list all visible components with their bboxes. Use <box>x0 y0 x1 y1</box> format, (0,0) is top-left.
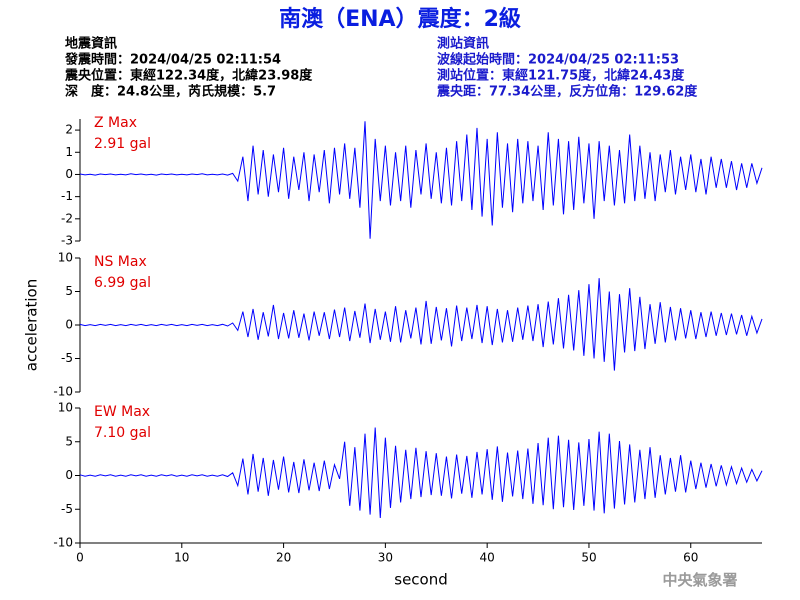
y-tick-label: -3 <box>61 234 73 248</box>
max-annotation: NS Max <box>94 254 147 270</box>
info-left: 深 度：24.8公里，芮氏規模：5.7 <box>65 84 276 100</box>
y-axis-label: acceleration <box>23 279 41 371</box>
y-tick-label: 1 <box>65 145 73 159</box>
waveform <box>79 427 763 519</box>
info-left: 發震時間：2024/04/25 02:11:54 <box>64 52 281 68</box>
info-right: 波線起始時間：2024/04/25 02:11:53 <box>437 52 679 68</box>
y-tick-label: 10 <box>58 401 73 415</box>
y-tick-label: 2 <box>65 123 73 137</box>
max-annotation: 2.91 gal <box>94 136 151 152</box>
chart-title: 南澳（ENA）震度：2級 <box>279 6 521 32</box>
max-annotation: Z Max <box>94 115 137 131</box>
info-left: 震央位置：東經122.34度，北緯23.98度 <box>64 68 313 84</box>
info-left: 地震資訊 <box>65 36 117 52</box>
y-tick-label: 0 <box>65 318 73 332</box>
y-tick-label: 10 <box>58 251 73 265</box>
info-right: 震央距：77.34公里，反方位角：129.62度 <box>436 84 698 100</box>
x-tick-label: 0 <box>76 551 84 565</box>
y-tick-label: 5 <box>65 284 73 298</box>
y-tick-label: -5 <box>61 502 73 516</box>
x-tick-label: 40 <box>480 551 495 565</box>
x-tick-label: 10 <box>174 551 189 565</box>
x-tick-label: 60 <box>683 551 698 565</box>
x-tick-label: 50 <box>581 551 596 565</box>
info-right: 測站資訊 <box>437 36 489 52</box>
x-axis-label: second <box>394 571 448 589</box>
waveform <box>79 278 763 371</box>
y-tick-label: -10 <box>53 385 73 399</box>
y-tick-label: -2 <box>61 211 73 225</box>
max-annotation: 6.99 gal <box>94 275 151 291</box>
y-tick-label: 0 <box>65 468 73 482</box>
x-tick-label: 30 <box>378 551 393 565</box>
y-tick-label: -1 <box>61 189 73 203</box>
y-tick-label: 5 <box>65 434 73 448</box>
waveform <box>79 121 763 239</box>
max-annotation: EW Max <box>94 404 150 420</box>
x-tick-label: 20 <box>276 551 291 565</box>
footer-agency: 中央氣象署 <box>662 571 737 589</box>
y-tick-label: 0 <box>65 167 73 181</box>
y-tick-label: -5 <box>61 351 73 365</box>
max-annotation: 7.10 gal <box>94 425 151 441</box>
y-tick-label: -10 <box>53 536 73 550</box>
info-right: 測站位置：東經121.75度，北緯24.43度 <box>437 68 685 84</box>
